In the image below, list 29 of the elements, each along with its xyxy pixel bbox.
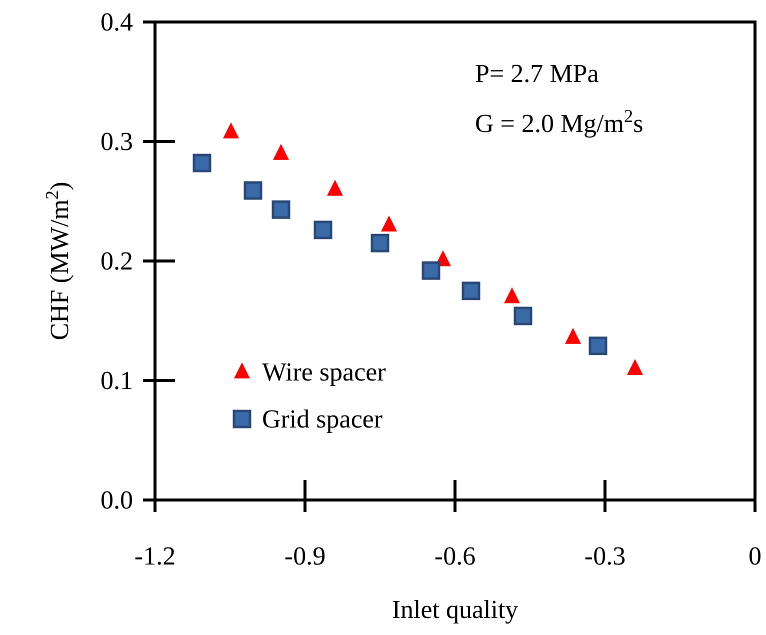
point: [244, 181, 262, 200]
y-tick-label: 0.1: [100, 366, 133, 395]
y-tick-label: 0.3: [100, 126, 133, 156]
legend-label: Wire spacer: [262, 358, 386, 386]
y-tick-label: 0.0: [100, 485, 133, 514]
point: [314, 220, 332, 240]
x-axis-title: Inlet quality: [392, 595, 518, 624]
legend-label: Grid spacer: [262, 404, 383, 434]
point: [422, 261, 440, 280]
x-tick-label: -0.9: [284, 541, 326, 570]
annotation: G = 2.0 Mg/m$^{2}$s: [475, 106, 644, 138]
point: [462, 282, 480, 300]
x-tick-label: -0.6: [434, 541, 476, 570]
point: [273, 144, 289, 160]
y-tick-label: 0.2: [100, 246, 133, 276]
point: [588, 336, 608, 356]
y-tick-label: 0.4: [100, 7, 133, 36]
point: [272, 200, 290, 219]
point: [223, 122, 239, 138]
point: [370, 234, 390, 252]
point: [327, 180, 343, 196]
x-tick-label: 0: [748, 541, 762, 570]
annotation: P= 2.7 MPa: [475, 59, 600, 88]
point: [514, 306, 532, 326]
point: [192, 154, 212, 172]
point: [381, 216, 397, 232]
x-tick-label: -0.3: [584, 541, 626, 570]
x-tick-label: -1.2: [134, 541, 176, 570]
point: [504, 287, 520, 304]
